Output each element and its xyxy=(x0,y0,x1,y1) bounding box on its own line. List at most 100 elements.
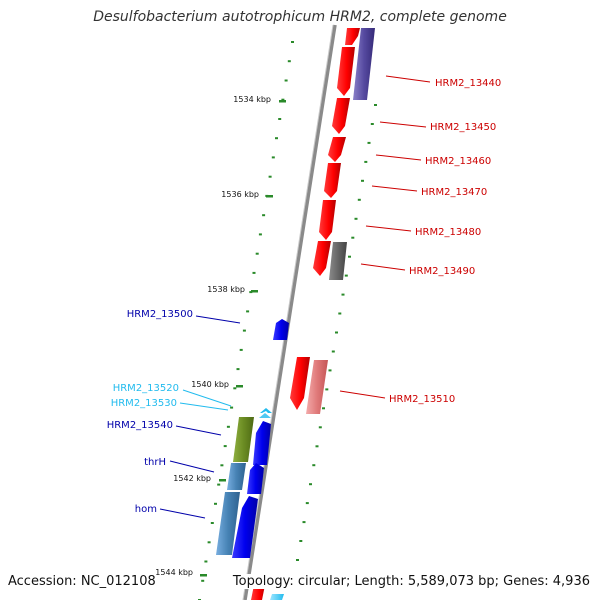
tick-mark xyxy=(281,98,285,101)
scale-ticks xyxy=(200,100,286,577)
gene-gray xyxy=(329,242,347,280)
tick-marks-right xyxy=(296,104,377,561)
tick-mark xyxy=(217,483,221,486)
gene-label: HRM2_13480 xyxy=(415,227,481,238)
tick-mark xyxy=(354,217,358,220)
major-tick xyxy=(236,385,243,388)
scale-label: 1542 kbp xyxy=(173,474,211,483)
tick-mark xyxy=(318,426,322,429)
tick-mark xyxy=(242,329,246,332)
tick-mark xyxy=(249,291,253,294)
tick-mark xyxy=(374,104,377,106)
gene-blue-a xyxy=(253,421,271,465)
gene-label: hom xyxy=(135,504,157,515)
topology-text: Topology: circular; Length: 5,589,073 bp… xyxy=(232,574,590,589)
tick-mark xyxy=(258,233,262,236)
genome-backbone xyxy=(243,24,337,600)
tick-mark xyxy=(262,214,266,217)
scale-label: 1544 kbp xyxy=(155,568,193,577)
tick-mark xyxy=(268,175,272,178)
gene-red-2 xyxy=(332,98,350,134)
gene-pink xyxy=(306,360,328,414)
gene-blue-13500 xyxy=(273,319,289,340)
gene-label: HRM2_13510 xyxy=(389,394,455,405)
tick-mark xyxy=(305,502,309,505)
gene-labels-left: HRM2_13500 HRM2_13520 HRM2_13530 HRM2_13… xyxy=(107,309,193,515)
tick-mark xyxy=(252,271,256,274)
gene-red-6 xyxy=(313,241,331,276)
tick-mark xyxy=(364,160,368,163)
tick-mark xyxy=(312,464,316,467)
scale-label: 1538 kbp xyxy=(207,285,245,294)
tick-mark xyxy=(309,483,312,486)
gene-red-3 xyxy=(328,137,346,162)
major-tick xyxy=(200,574,207,577)
tick-mark xyxy=(299,540,303,542)
gene-red-5 xyxy=(319,200,336,240)
leader-line xyxy=(379,121,427,128)
major-tick xyxy=(219,479,226,482)
gene-label: HRM2_13520 xyxy=(113,383,179,394)
tick-mark xyxy=(361,179,364,182)
tick-mark xyxy=(214,502,217,505)
tick-mark xyxy=(255,252,259,255)
leader-line xyxy=(179,402,229,411)
gene-cyan-bottom xyxy=(270,594,284,600)
tick-mark xyxy=(210,522,214,524)
gene-red-1 xyxy=(337,47,355,96)
major-tick xyxy=(279,100,286,103)
gene-purple-top xyxy=(353,28,375,100)
scale-label: 1534 kbp xyxy=(233,95,271,104)
tick-mark xyxy=(367,141,371,144)
tick-mark xyxy=(322,407,325,410)
tick-mark xyxy=(370,123,374,125)
leader-line xyxy=(175,425,222,436)
tick-mark xyxy=(226,425,230,428)
accession-text: Accession: NC_012108 xyxy=(8,574,156,589)
gene-label: HRM2_13470 xyxy=(421,187,487,198)
tick-mark xyxy=(246,310,250,313)
tick-mark xyxy=(291,41,294,43)
leader-lines xyxy=(159,75,431,519)
leader-line xyxy=(169,460,215,473)
gene-red-13510 xyxy=(290,357,310,410)
tick-mark xyxy=(204,560,208,563)
gene-features-outer xyxy=(251,28,375,600)
gene-label: HRM2_13540 xyxy=(107,420,173,431)
tick-mark xyxy=(278,118,282,120)
tick-mark xyxy=(275,137,278,140)
gene-blue-b xyxy=(247,463,264,494)
major-tick xyxy=(251,290,258,293)
tick-mark xyxy=(287,60,291,63)
tick-mark xyxy=(220,464,224,467)
leader-line xyxy=(375,154,422,161)
scale-labels: 1534 kbp 1536 kbp 1538 kbp 1540 kbp 1542… xyxy=(155,95,271,577)
gene-blue-c xyxy=(232,496,258,558)
gene-steel-b xyxy=(216,492,240,555)
gene-labels-right: HRM2_13440 HRM2_13450 HRM2_13460 HRM2_13… xyxy=(389,78,501,405)
gene-cyan-13530 xyxy=(259,413,271,418)
tick-mark xyxy=(284,79,288,82)
tick-mark xyxy=(239,348,243,351)
gene-label: HRM2_13490 xyxy=(409,266,475,277)
gene-label: HRM2_13500 xyxy=(127,309,193,320)
gene-label: thrH xyxy=(144,457,166,468)
leader-line xyxy=(182,389,232,407)
tick-mark xyxy=(351,236,355,239)
tick-mark xyxy=(344,274,348,277)
leader-line xyxy=(365,225,412,232)
tick-mark xyxy=(296,559,299,561)
tick-mark xyxy=(236,368,240,371)
tick-mark xyxy=(335,331,338,334)
leader-line xyxy=(339,390,386,399)
leader-line xyxy=(159,508,206,519)
major-tick xyxy=(266,195,273,198)
leader-line xyxy=(385,75,431,83)
gene-red-top xyxy=(345,28,360,45)
gene-red-4 xyxy=(324,163,341,198)
tick-mark xyxy=(207,541,211,544)
tick-mark xyxy=(325,388,329,391)
tick-mark xyxy=(328,369,332,372)
gene-cyan-13520 xyxy=(260,408,272,413)
tick-mark xyxy=(223,445,227,448)
